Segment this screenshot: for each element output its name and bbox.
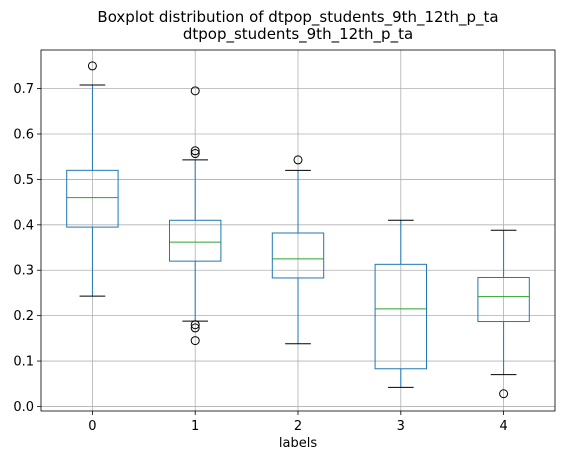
x-tick-label: 3 [397, 419, 405, 434]
x-axis-label: labels [279, 436, 317, 451]
outlier-point [190, 320, 200, 330]
box-layer [66, 61, 530, 399]
iqr-box [477, 276, 530, 323]
y-tick-label: 0.4 [13, 218, 34, 233]
axis-layer: 0.0 0.1 0.2 0.3 0.4 0.5 0.6 0.7 0 1 2 3 4 [13, 49, 556, 434]
x-tick-label: 2 [294, 419, 302, 434]
box-group-2 [271, 155, 325, 345]
outlier-point [190, 146, 200, 156]
outlier-point [190, 149, 200, 159]
chart-title: Boxplot distribution of dtpop_students_9… [97, 8, 498, 27]
box-group-1 [169, 86, 222, 346]
iqr-box [66, 169, 119, 228]
box-group-0 [66, 61, 119, 297]
y-tick-label: 0.1 [13, 355, 34, 370]
y-tick-label: 0.7 [13, 82, 34, 97]
iqr-box [374, 263, 428, 370]
x-tick-label: 0 [88, 419, 96, 434]
box-group-3 [374, 219, 428, 388]
outlier-point [190, 86, 200, 96]
x-tick-label: 1 [191, 419, 199, 434]
y-tick-label: 0.6 [13, 128, 34, 143]
x-tick-label: 4 [499, 419, 507, 434]
outlier-point [499, 389, 509, 399]
box-group-4 [477, 229, 530, 399]
outlier-point [190, 336, 200, 346]
outlier-point [190, 323, 200, 333]
outlier-point [293, 155, 303, 165]
chart-subtitle: dtpop_students_9th_12th_p_ta [183, 25, 413, 44]
y-tick-label: 0.3 [13, 264, 34, 279]
y-tick-label: 0.0 [13, 400, 34, 415]
y-tick-label: 0.2 [13, 309, 34, 324]
outlier-point [87, 61, 97, 71]
y-tick-label: 0.5 [13, 173, 34, 188]
iqr-box [169, 219, 222, 262]
iqr-box [271, 232, 325, 279]
plot-frame [40, 49, 556, 412]
